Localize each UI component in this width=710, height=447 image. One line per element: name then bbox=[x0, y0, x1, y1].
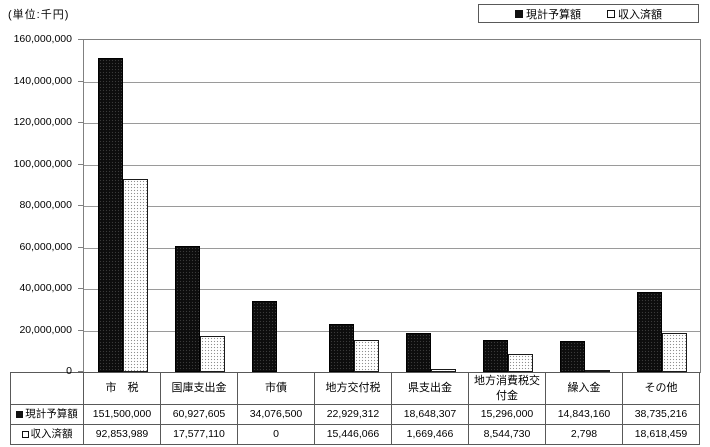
table-header-row: 市 税国庫支出金 市債 地方交付税 県支出金 地方消費税交付金 繰入金 その他 bbox=[10, 372, 700, 405]
open-square-icon bbox=[21, 430, 29, 438]
table-column-header: 市債 bbox=[237, 372, 315, 405]
gridline bbox=[84, 330, 700, 332]
table-cell: 0 bbox=[237, 424, 315, 445]
table-row-legend: 現計予算額 bbox=[10, 404, 84, 425]
y-axis-tick-label: 80,000,000 bbox=[19, 199, 72, 211]
y-axis-tick bbox=[78, 80, 83, 82]
y-axis-tick bbox=[78, 122, 83, 123]
bar-budget bbox=[482, 340, 508, 372]
legend-item-received: 収入済額 bbox=[607, 6, 662, 22]
bar-budget bbox=[97, 57, 123, 372]
table-cell: 14,843,160 bbox=[545, 404, 623, 425]
table-cell: 1,669,466 bbox=[391, 424, 469, 445]
table-column-header: 繰入金 bbox=[545, 372, 623, 405]
table-cell: 15,446,066 bbox=[314, 424, 392, 445]
bar-budget bbox=[559, 341, 585, 372]
y-axis-tick bbox=[78, 246, 83, 248]
y-axis-tick-label: 160,000,000 bbox=[13, 33, 72, 45]
y-axis-tick-label: 20,000,000 bbox=[19, 323, 72, 336]
bar-received bbox=[353, 339, 379, 372]
table-column-header: その他 bbox=[622, 372, 700, 405]
table-cell: 38,735,216 bbox=[622, 404, 700, 425]
gridline bbox=[84, 247, 700, 249]
table-cell: 34,076,500 bbox=[237, 404, 315, 425]
chart-legend: 現計予算額 収入済額 bbox=[478, 4, 699, 23]
open-square-icon bbox=[607, 9, 615, 18]
y-axis-tick-label: 120,000,000 bbox=[13, 116, 72, 128]
y-axis-tick-label: 0 bbox=[66, 365, 72, 377]
y-axis-tick bbox=[78, 163, 83, 165]
table-corner-cell bbox=[10, 372, 84, 405]
gridline bbox=[84, 81, 700, 83]
bar-received bbox=[661, 333, 687, 372]
plot-area bbox=[83, 39, 701, 373]
bar-budget bbox=[174, 245, 200, 372]
y-axis-tick bbox=[78, 39, 83, 40]
gridline bbox=[84, 289, 700, 290]
table-cell: 18,648,307 bbox=[391, 404, 469, 425]
bar-budget bbox=[328, 324, 354, 372]
table-column-header: 県支出金 bbox=[391, 372, 469, 405]
table-column-header: 地方交付税 bbox=[314, 372, 392, 405]
y-axis-tick-label: 140,000,000 bbox=[13, 74, 72, 87]
bar-received bbox=[199, 335, 225, 372]
table-row: 現計予算額 151,500,000 60,927,605 34,076,500 22,9… bbox=[10, 404, 700, 425]
legend-item-budget: 現計予算額 bbox=[515, 6, 581, 22]
gridline bbox=[84, 164, 700, 166]
bar-received bbox=[507, 354, 533, 372]
table-cell: 2,798 bbox=[545, 424, 623, 445]
table-row: 収入済額 92,853,989 17,577,110 0 15,446,066 1,669… bbox=[10, 424, 700, 445]
table-cell: 17,577,110 bbox=[160, 424, 238, 445]
solid-square-icon bbox=[515, 9, 523, 18]
table-cell: 151,500,000 bbox=[83, 404, 161, 425]
y-axis-tick bbox=[78, 371, 83, 372]
table-cell: 8,544,730 bbox=[468, 424, 546, 445]
bar-received bbox=[430, 368, 456, 372]
y-axis-tick-label: 100,000,000 bbox=[13, 157, 72, 170]
table-cell: 18,618,459 bbox=[622, 424, 700, 445]
table-row-label: 現計予算額 bbox=[25, 407, 78, 420]
bar-received bbox=[122, 179, 148, 372]
bar-budget bbox=[405, 333, 431, 372]
y-axis-tick-label: 60,000,000 bbox=[19, 240, 72, 253]
table-row-label: 収入済額 bbox=[30, 427, 73, 440]
table-cell: 60,927,605 bbox=[160, 404, 238, 425]
table-row-legend: 収入済額 bbox=[10, 424, 84, 445]
y-axis-tick bbox=[78, 288, 83, 289]
table-column-header: 市 税 bbox=[83, 372, 161, 405]
data-table: 市 税国庫支出金 市債 地方交付税 県支出金 地方消費税交付金 繰入金 その他現計予算額 15… bbox=[10, 372, 700, 445]
y-axis-tick bbox=[78, 329, 83, 331]
bar-budget bbox=[636, 291, 662, 372]
y-axis-tick bbox=[78, 205, 83, 206]
unit-label: (単位:千円) bbox=[8, 9, 70, 21]
legend-label-received: 収入済額 bbox=[618, 8, 662, 21]
bar-budget bbox=[251, 301, 277, 372]
gridline bbox=[84, 206, 700, 207]
table-cell: 22,929,312 bbox=[314, 404, 392, 425]
table-cell: 92,853,989 bbox=[83, 424, 161, 445]
table-column-header: 国庫支出金 bbox=[160, 372, 238, 405]
gridline bbox=[84, 123, 700, 124]
bar-received bbox=[584, 370, 610, 372]
legend-label-budget: 現計予算額 bbox=[526, 8, 581, 21]
y-axis-tick-label: 40,000,000 bbox=[19, 282, 72, 294]
table-cell: 15,296,000 bbox=[468, 404, 546, 425]
table-column-header: 地方消費税交付金 bbox=[468, 372, 546, 405]
solid-square-icon bbox=[16, 410, 24, 418]
